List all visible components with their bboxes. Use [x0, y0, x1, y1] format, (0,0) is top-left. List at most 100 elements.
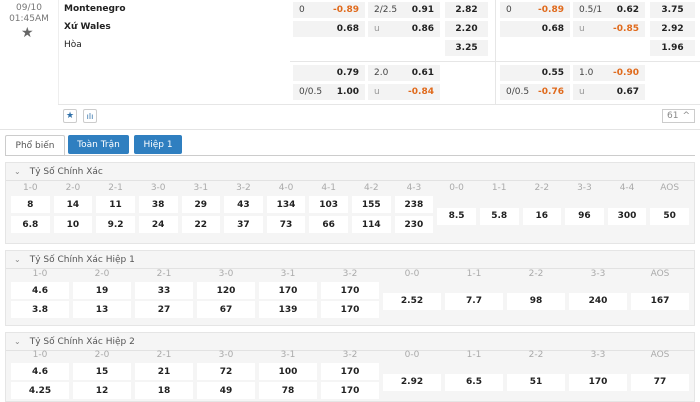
ft-hdp-away[interactable]: 0.68: [293, 21, 365, 37]
home-team[interactable]: Montenegro: [64, 4, 126, 14]
favorite-star-icon[interactable]: ★: [21, 25, 34, 41]
home-score-odds[interactable]: 103: [309, 196, 348, 213]
ft-ou-under[interactable]: u 0.86: [368, 21, 440, 37]
away-score-odds[interactable]: 9.2: [96, 216, 135, 233]
section-header[interactable]: ⌄ Tỷ Số Chính Xác Hiệp 2: [6, 333, 694, 351]
h1-1x2-home[interactable]: 3.75: [650, 2, 695, 18]
home-score-odds[interactable]: 19: [73, 282, 131, 299]
favorite-star-icon[interactable]: ★: [63, 109, 77, 123]
away-score-odds[interactable]: 3.8: [11, 301, 69, 318]
draw-score-odds[interactable]: 6.5: [445, 373, 503, 391]
draw-score-odds[interactable]: 300: [607, 207, 647, 225]
draw-score-odds[interactable]: 50: [650, 207, 689, 225]
more-markets-toggle[interactable]: 61 ^: [662, 109, 695, 123]
home-score-odds[interactable]: 33: [135, 282, 193, 299]
home-score-odds[interactable]: 14: [53, 196, 93, 213]
ft-1x2-draw[interactable]: 3.25: [445, 40, 488, 56]
away-score-odds[interactable]: 6.8: [11, 216, 50, 233]
ft-hdp2-away[interactable]: 0/0.5 1.00: [293, 84, 365, 100]
draw-score-label: AOS: [660, 183, 680, 193]
ft-1x2-home[interactable]: 2.82: [445, 2, 488, 18]
tab-first-half[interactable]: Hiệp 1: [134, 135, 182, 154]
away-score-odds[interactable]: 27: [135, 301, 193, 318]
draw-score-odds[interactable]: 167: [631, 292, 689, 310]
home-score-odds[interactable]: 134: [266, 196, 306, 213]
score-label: 1-0: [32, 269, 48, 279]
away-score-odds[interactable]: 13: [73, 301, 131, 318]
home-score-odds[interactable]: 4.6: [11, 363, 69, 380]
draw-score-odds[interactable]: 96: [565, 207, 604, 225]
correct-score-section: ⌄ Tỷ Số Chính Xác Hiệp 1 1-0 4.6 3.8 2-0 19 13 2…: [5, 250, 695, 326]
draw-score-odds[interactable]: 77: [631, 373, 689, 391]
away-team[interactable]: Xứ Wales: [64, 22, 111, 32]
away-score-odds[interactable]: 37: [224, 216, 263, 233]
home-score-odds[interactable]: 29: [181, 196, 221, 213]
draw-score-odds[interactable]: 7.7: [445, 292, 503, 310]
ft-ou2-under[interactable]: u -0.84: [368, 84, 440, 100]
home-score-odds[interactable]: 11: [96, 196, 135, 213]
h1-ou2-under[interactable]: u 0.67: [573, 84, 645, 100]
draw-score-odds[interactable]: 2.52: [383, 292, 441, 310]
away-score-odds[interactable]: 139: [259, 301, 317, 318]
away-score-odds[interactable]: 4.25: [11, 382, 69, 399]
h1-1x2-away[interactable]: 2.92: [650, 21, 695, 37]
home-score-odds[interactable]: 8: [11, 196, 50, 213]
home-score-odds[interactable]: 170: [259, 282, 317, 299]
ft-hdp2-home[interactable]: 0.79: [293, 65, 365, 81]
home-score-odds[interactable]: 120: [197, 282, 255, 299]
ft-1x2-away[interactable]: 2.20: [445, 21, 488, 37]
home-score-odds[interactable]: 238: [394, 196, 434, 213]
away-score-odds[interactable]: 10: [53, 216, 93, 233]
home-score-odds[interactable]: 100: [259, 363, 317, 380]
draw-score-odds[interactable]: 16: [522, 207, 562, 225]
away-score-odds[interactable]: 170: [321, 301, 379, 318]
draw-score-odds[interactable]: 51: [507, 373, 565, 391]
ft-ou-over[interactable]: 2/2.5 0.91: [368, 2, 440, 18]
section-header[interactable]: ⌄ Tỷ Số Chính Xác: [6, 163, 694, 181]
away-score-odds[interactable]: 22: [181, 216, 221, 233]
h1-hdp-away[interactable]: 0.68: [500, 21, 570, 37]
home-score-odds[interactable]: 38: [138, 196, 178, 213]
away-score-odds[interactable]: 67: [197, 301, 255, 318]
home-score-odds[interactable]: 72: [197, 363, 255, 380]
ft-hdp-home[interactable]: 0 -0.89: [293, 2, 365, 18]
score-label: 3-0: [218, 269, 234, 279]
draw-score-odds[interactable]: 2.92: [383, 373, 441, 391]
draw-score-odds[interactable]: 240: [569, 292, 627, 310]
home-score-odds[interactable]: 15: [73, 363, 131, 380]
section-header[interactable]: ⌄ Tỷ Số Chính Xác Hiệp 1: [6, 251, 694, 269]
away-score-odds[interactable]: 24: [138, 216, 178, 233]
h1-1x2-draw[interactable]: 1.96: [650, 40, 695, 56]
away-score-odds[interactable]: 170: [321, 382, 379, 399]
draw-score-odds[interactable]: 5.8: [479, 207, 519, 225]
away-score-odds[interactable]: 78: [259, 382, 317, 399]
draw-score-odds[interactable]: 98: [507, 292, 565, 310]
home-score-odds[interactable]: 170: [321, 282, 379, 299]
away-score-odds[interactable]: 230: [394, 216, 434, 233]
home-score-odds[interactable]: 155: [352, 196, 391, 213]
away-score-odds[interactable]: 18: [135, 382, 193, 399]
home-score-odds[interactable]: 43: [224, 196, 263, 213]
home-score-odds[interactable]: 21: [135, 363, 193, 380]
stats-bar-chart-icon[interactable]: ılı: [83, 109, 97, 123]
home-score-odds[interactable]: 4.6: [11, 282, 69, 299]
draw-score-odds[interactable]: 170: [569, 373, 627, 391]
h1-ou-under[interactable]: u -0.85: [573, 21, 645, 37]
away-score-odds[interactable]: 73: [266, 216, 306, 233]
draw-score-odds[interactable]: 8.5: [437, 207, 476, 225]
away-score-odds[interactable]: 12: [73, 382, 131, 399]
h1-ou-over[interactable]: 0.5/1 0.62: [573, 2, 645, 18]
tab-popular[interactable]: Phổ biến: [5, 135, 65, 156]
tab-full-match[interactable]: Toàn Trận: [68, 135, 129, 154]
ft-ou2-over[interactable]: 2.0 0.61: [368, 65, 440, 81]
h1-hdp-home[interactable]: 0 -0.89: [500, 2, 570, 18]
away-score-odds[interactable]: 49: [197, 382, 255, 399]
away-score-odds[interactable]: 114: [352, 216, 391, 233]
score-label: 2-1: [108, 183, 123, 193]
h1-ou2-over[interactable]: 1.0 -0.90: [573, 65, 645, 81]
h1-hdp2-away[interactable]: 0/0.5 -0.76: [500, 84, 570, 100]
h1-hdp2-home[interactable]: 0.55: [500, 65, 570, 81]
away-score-odds[interactable]: 66: [309, 216, 348, 233]
home-score-odds[interactable]: 170: [321, 363, 379, 380]
score-label: 3-1: [280, 269, 296, 279]
